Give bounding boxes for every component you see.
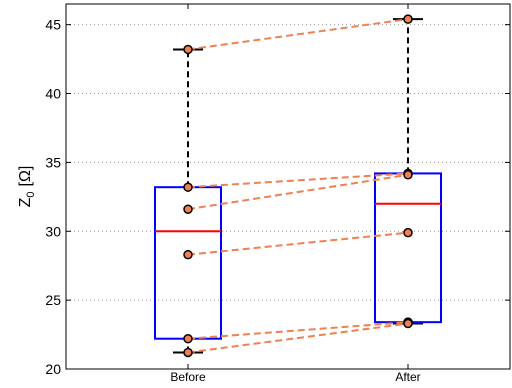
y-axis-label-main: Z [17,197,34,207]
x-tick-label-before: Before [170,370,206,383]
boxes [154,18,442,354]
pair-line [187,173,409,211]
point-before [183,347,193,358]
y-axis-ticks: 20 25 30 35 40 45 [45,17,510,377]
y-axis-label: Z0 [Ω] [17,166,37,208]
point-before [183,182,193,192]
paired-lines [187,18,409,354]
x-tick-label-after: After [395,370,420,383]
y-tick-label: 20 [45,361,61,377]
y-tick-label: 30 [45,223,61,239]
grid-lines [66,24,510,301]
data-points [183,14,413,358]
pair-line [187,231,409,256]
y-axis-label-sub: 0 [25,191,37,197]
pair-line [187,321,409,340]
pair-line [187,172,409,189]
point-before [183,44,193,55]
y-tick-label: 40 [45,86,61,102]
pair-line [187,322,409,354]
point-before [183,249,193,260]
box-after [374,172,442,324]
y-tick-label: 25 [45,292,61,308]
plot-area [65,3,511,370]
point-before [183,333,193,344]
point-after [403,227,413,238]
y-tick-label: 45 [45,17,61,33]
y-axis-label-unit: [Ω] [17,166,34,187]
point-before [183,204,193,214]
point-after [403,14,413,24]
point-after [403,170,413,180]
point-after [403,318,413,329]
pair-line [187,18,409,51]
y-tick-label: 35 [45,154,61,170]
x-axis-ticks: Before After [170,4,421,384]
